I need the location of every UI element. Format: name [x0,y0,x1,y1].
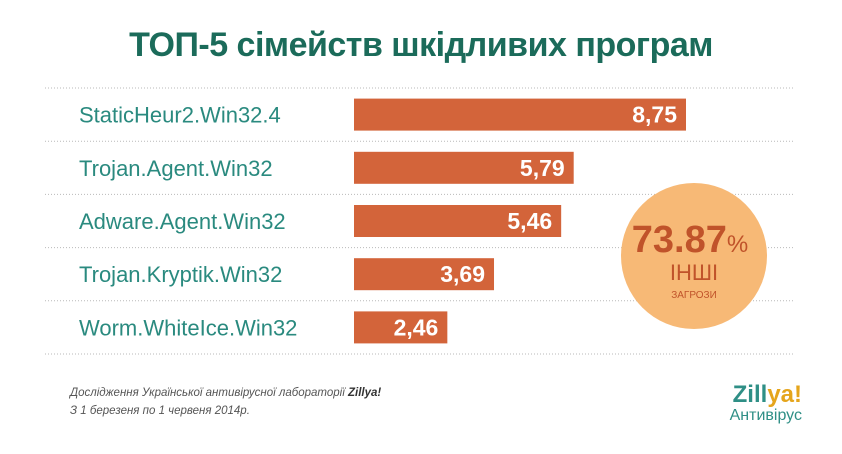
zillya-logo: Zillya! Антивірус [730,383,802,425]
others-percent-unit: % [727,231,748,258]
others-label: ІНШІ [670,260,718,285]
others-percent-value: 73.87 [632,219,727,261]
category-label: Trojan.Kryptik.Win32 [79,262,282,287]
others-badge [621,183,767,329]
footer-line-1: Дослідження Української антивірусної лаб… [70,384,381,402]
bar [354,258,495,291]
bar-value-label: 5,79 [520,155,565,181]
category-label: Trojan.Agent.Win32 [79,156,273,181]
category-label: Adware.Agent.Win32 [79,209,286,234]
footer-line-1-prefix: Дослідження Української антивірусної лаб… [70,387,348,399]
bar [354,98,686,131]
logo-subtitle: Антивірус [729,407,802,424]
chart-title: ТОП-5 сімейств шкідливих програм [129,26,713,64]
logo-word-main: Zill [732,381,768,408]
category-label: Worm.WhiteIce.Win32 [79,315,297,340]
logo-wordmark: Zillya! [730,383,802,407]
bar [354,205,562,237]
category-label: StaticHeur2.Win32.4 [79,103,281,128]
bar-value-label: 3,69 [440,261,485,287]
bar-value-label: 2,46 [394,314,439,340]
footer-brand: Zillya! [347,387,382,399]
bar [354,151,574,184]
others-sublabel: ЗАГРОЗИ [671,290,717,301]
footer-note: Дослідження Української антивірусної лаб… [70,384,381,420]
logo-word-accent: ya! [767,381,802,408]
bar-value-label: 5,46 [507,208,552,234]
bar-value-label: 8,75 [632,102,677,128]
others-percent: 73.87% [632,219,748,261]
footer-line-2: З 1 березеня по 1 червеня 2014р. [70,405,250,417]
bar [354,311,448,344]
